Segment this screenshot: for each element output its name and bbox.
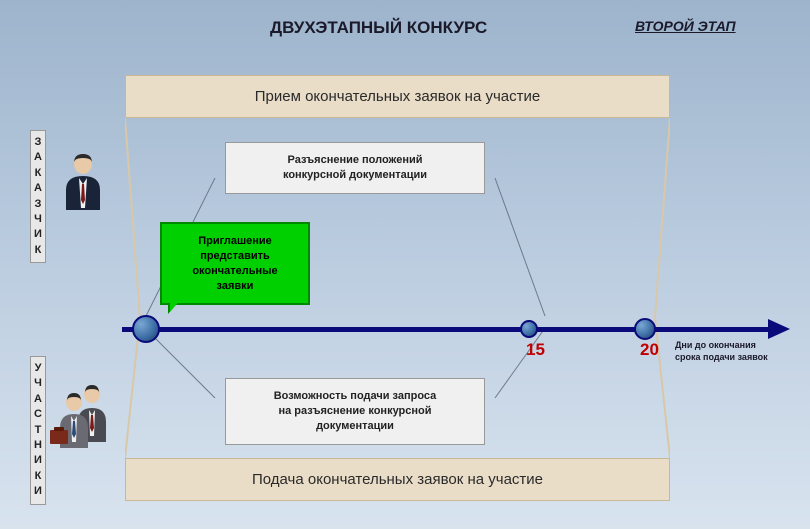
customer-icon <box>58 150 108 212</box>
top-banner: Прием окончательных заявок на участие <box>125 75 670 118</box>
axis-label: Дни до окончаниясрока подачи заявок <box>675 340 800 363</box>
clarification-box: Разъяснение положенийконкурсной документ… <box>225 142 485 194</box>
customer-label: ЗАКАЗЧИК <box>30 130 46 263</box>
timeline-dot-start <box>132 315 160 343</box>
callout-tail <box>170 286 192 312</box>
participants-icon <box>48 380 120 450</box>
bottom-banner: Подача окончательных заявок на участие <box>125 458 670 501</box>
stage-subtitle: ВТОРОЙ ЭТАП <box>635 18 736 34</box>
timeline-dot-20 <box>634 318 656 340</box>
participants-label: УЧАСТНИКИ <box>30 356 46 505</box>
tick-15: 15 <box>526 340 545 360</box>
page-title: ДВУХЭТАПНЫЙ КОНКУРС <box>270 18 487 38</box>
tick-20: 20 <box>640 340 659 360</box>
request-box: Возможность подачи запросана разъяснение… <box>225 378 485 445</box>
timeline-line <box>122 327 770 332</box>
timeline-arrow-icon <box>768 319 790 339</box>
timeline-dot-15 <box>520 320 538 338</box>
